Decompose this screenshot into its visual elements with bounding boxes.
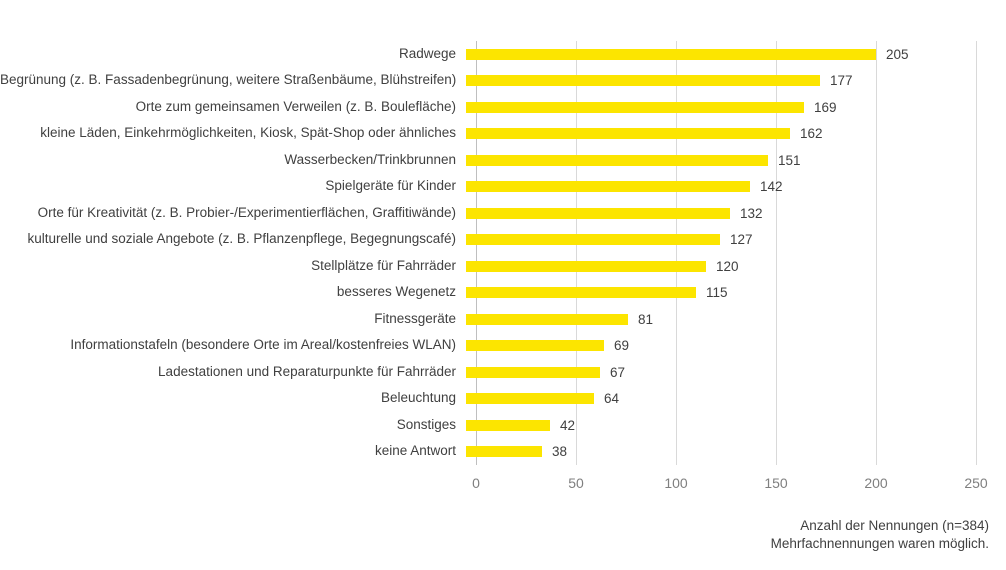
- value-label: 38: [552, 444, 568, 460]
- category-label: Begrünung (z. B. Fassadenbegrünung, weit…: [0, 72, 457, 88]
- value-label: 127: [730, 232, 753, 248]
- bar: [466, 48, 876, 60]
- chart-row: Beleuchtung 64: [0, 386, 1006, 413]
- category-label: keine Antwort: [374, 443, 456, 459]
- category-label: Orte zum gemeinsamen Verweilen (z. B. Bo…: [135, 98, 456, 114]
- bar-track: 205: [466, 47, 1006, 62]
- x-tick-label: 250: [964, 475, 988, 491]
- chart-row: Radwege 205: [0, 41, 1006, 68]
- value-label: 69: [614, 338, 630, 354]
- value-label: 67: [610, 364, 626, 380]
- bar-track: 162: [466, 126, 1006, 141]
- bar: [466, 75, 820, 87]
- category-label: Beleuchtung: [380, 390, 456, 406]
- gridline: [776, 41, 777, 465]
- bar-track: 81: [466, 312, 1006, 327]
- x-tick-label: 150: [764, 475, 788, 491]
- chart-row: Informationstafeln (besondere Orte im Ar…: [0, 333, 1006, 360]
- footnote: Anzahl der Nennungen (n=384) Mehrfachnen…: [771, 517, 989, 552]
- chart-row: Orte für Kreativität (z. B. Probier-/Exp…: [0, 200, 1006, 227]
- x-tick-label: 0: [472, 475, 480, 491]
- bar: [466, 366, 600, 378]
- category-label: Sonstiges: [396, 416, 456, 432]
- bar: [466, 419, 550, 431]
- x-tick-label: 200: [864, 475, 888, 491]
- footnote-line-1: Anzahl der Nennungen (n=384): [800, 518, 989, 533]
- chart-row: besseres Wegenetz 115: [0, 280, 1006, 307]
- value-label: 169: [814, 99, 837, 115]
- bar-track: 151: [466, 153, 1006, 168]
- bar-track: 127: [466, 232, 1006, 247]
- bar-track: 64: [466, 391, 1006, 406]
- value-label: 177: [830, 73, 853, 89]
- bar-track: 132: [466, 206, 1006, 221]
- bar-track: 42: [466, 418, 1006, 433]
- value-label: 205: [886, 46, 909, 62]
- bar: [466, 260, 706, 272]
- category-label: kleine Läden, Einkehrmöglichkeiten, Kios…: [40, 125, 456, 141]
- bar-track: 169: [466, 100, 1006, 115]
- bar-track: 142: [466, 179, 1006, 194]
- bar-rows: Radwege 205 Begrünung (z. B. Fassadenbeg…: [0, 41, 1006, 465]
- bar: [466, 340, 604, 352]
- y-axis-line: [476, 41, 477, 465]
- x-tick-label: 50: [568, 475, 584, 491]
- bar: [466, 207, 730, 219]
- category-label: Stellplätze für Fahrräder: [311, 257, 456, 273]
- value-label: 162: [800, 126, 823, 142]
- category-label: Spielgeräte für Kinder: [325, 178, 456, 194]
- bar-track: 177: [466, 73, 1006, 88]
- bar: [466, 313, 628, 325]
- chart-row: Sonstiges 42: [0, 412, 1006, 439]
- plot-area: [476, 41, 977, 465]
- chart-row: Begrünung (z. B. Fassadenbegrünung, weit…: [0, 68, 1006, 95]
- chart-row: keine Antwort 38: [0, 439, 1006, 466]
- bar-track: 69: [466, 338, 1006, 353]
- bar: [466, 101, 804, 113]
- bar-track: 120: [466, 259, 1006, 274]
- chart-row: kulturelle und soziale Angebote (z. B. P…: [0, 227, 1006, 254]
- chart-row: Spielgeräte für Kinder 142: [0, 174, 1006, 201]
- gridline: [576, 41, 577, 465]
- category-label: Fitnessgeräte: [374, 310, 456, 326]
- gridline: [976, 41, 977, 465]
- value-label: 115: [706, 285, 728, 301]
- value-label: 142: [760, 179, 783, 195]
- bar-track: 67: [466, 365, 1006, 380]
- chart-row: Ladestationen und Reparaturpunkte für Fa…: [0, 359, 1006, 386]
- chart-row: Stellplätze für Fahrräder 120: [0, 253, 1006, 280]
- category-label: Ladestationen und Reparaturpunkte für Fa…: [158, 363, 456, 379]
- value-label: 132: [740, 205, 763, 221]
- bar: [466, 446, 542, 458]
- category-label: Wasserbecken/Trinkbrunnen: [284, 151, 456, 167]
- footnote-line-2: Mehrfachnennungen waren möglich.: [770, 535, 989, 551]
- gridline: [876, 41, 877, 465]
- bar: [466, 234, 720, 246]
- category-label: Orte für Kreativität (z. B. Probier-/Exp…: [37, 204, 456, 220]
- bar: [466, 287, 696, 299]
- chart-row: kleine Läden, Einkehrmöglichkeiten, Kios…: [0, 121, 1006, 148]
- bar: [466, 154, 768, 166]
- category-label: Radwege: [398, 45, 456, 61]
- x-tick-label: 100: [664, 475, 688, 491]
- chart-row: Orte zum gemeinsamen Verweilen (z. B. Bo…: [0, 94, 1006, 121]
- category-label: kulturelle und soziale Angebote (z. B. P…: [27, 231, 456, 247]
- x-axis: 0 50 100 150 200 250: [472, 475, 988, 495]
- bar: [466, 128, 790, 140]
- chart-row: Fitnessgeräte 81: [0, 306, 1006, 333]
- value-label: 81: [638, 311, 654, 327]
- chart-row: Wasserbecken/Trinkbrunnen 151: [0, 147, 1006, 174]
- value-label: 64: [604, 391, 620, 407]
- value-label: 151: [778, 152, 801, 168]
- bar-track: 38: [466, 444, 1006, 459]
- category-label: besseres Wegenetz: [336, 284, 456, 300]
- bar-track: 115: [466, 285, 1006, 300]
- gridline: [676, 41, 677, 465]
- bar: [466, 181, 750, 193]
- value-label: 42: [560, 417, 576, 433]
- bar: [466, 393, 594, 405]
- category-label: Informationstafeln (besondere Orte im Ar…: [70, 337, 456, 353]
- value-label: 120: [716, 258, 739, 274]
